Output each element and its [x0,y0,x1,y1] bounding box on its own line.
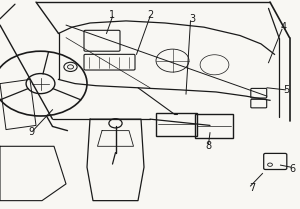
Text: 5: 5 [284,85,290,95]
Text: 1: 1 [110,10,116,20]
Text: 2: 2 [147,10,153,20]
Text: 6: 6 [290,164,296,174]
Text: 4: 4 [280,22,286,32]
Text: 9: 9 [28,127,34,137]
Text: 8: 8 [206,141,212,151]
Text: 7: 7 [249,183,255,193]
Text: 3: 3 [189,14,195,24]
